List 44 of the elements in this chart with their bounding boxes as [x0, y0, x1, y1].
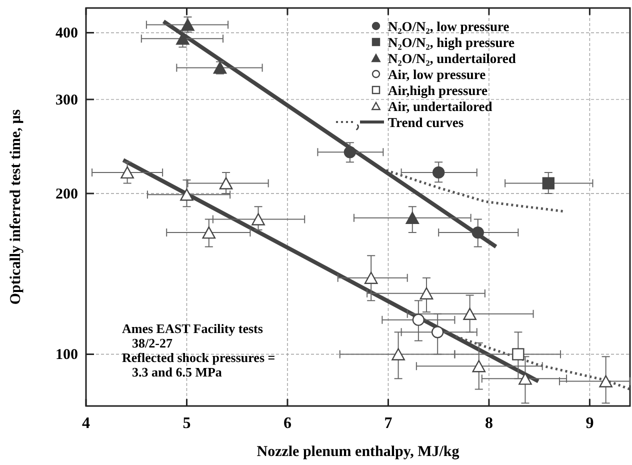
point	[431, 326, 444, 338]
x-tick-label: 4	[82, 415, 90, 432]
x-tick-label: 9	[586, 415, 594, 432]
point	[599, 375, 612, 388]
legend-label: N₂O/N₂, high pressure	[388, 35, 514, 50]
point	[542, 177, 554, 190]
legend-label: Air, undertailored	[388, 99, 493, 114]
y-tick-label: 300	[56, 92, 78, 108]
point	[412, 314, 425, 326]
point	[392, 348, 405, 360]
y-axis-title: Optically inferred test time, μs	[8, 109, 24, 305]
y-tick-label: 400	[56, 26, 78, 42]
point	[180, 188, 194, 201]
x-axis-title: Nozzle plenum enthalpy, MJ/kg	[256, 444, 460, 460]
point	[344, 146, 356, 158]
point	[472, 360, 486, 372]
point	[364, 272, 378, 284]
point	[406, 212, 420, 224]
point	[213, 61, 227, 74]
legend-label: N₂O/N₂, low pressure	[388, 19, 510, 34]
x-tick-label: 5	[182, 415, 191, 432]
point	[252, 213, 265, 226]
point	[463, 308, 476, 320]
point	[518, 372, 532, 385]
point	[176, 32, 190, 45]
point	[432, 166, 445, 179]
x-tick-label: 6	[283, 415, 292, 432]
point	[420, 287, 434, 300]
annotation: Reflected shock pressures = 3.3 and 6.5 MPa	[122, 350, 276, 380]
point	[472, 226, 484, 239]
x-tick-label: 7	[384, 415, 392, 432]
point	[219, 177, 233, 190]
legend-label: Air,high pressure	[388, 83, 488, 98]
legend-label: Trend curves	[388, 115, 464, 130]
annotation: Ames EAST Facility tests 38/2-27	[122, 321, 263, 350]
y-tick-label: 200	[56, 186, 78, 202]
line-series	[454, 335, 632, 390]
x-tick-label: 8	[484, 415, 493, 432]
point	[202, 226, 216, 239]
point	[512, 348, 524, 360]
point	[120, 166, 134, 179]
y-tick-label: 100	[56, 347, 78, 364]
legend-label: N₂O/N₂, undertailored	[388, 51, 516, 66]
legend-label: Air, low pressure	[388, 67, 486, 82]
